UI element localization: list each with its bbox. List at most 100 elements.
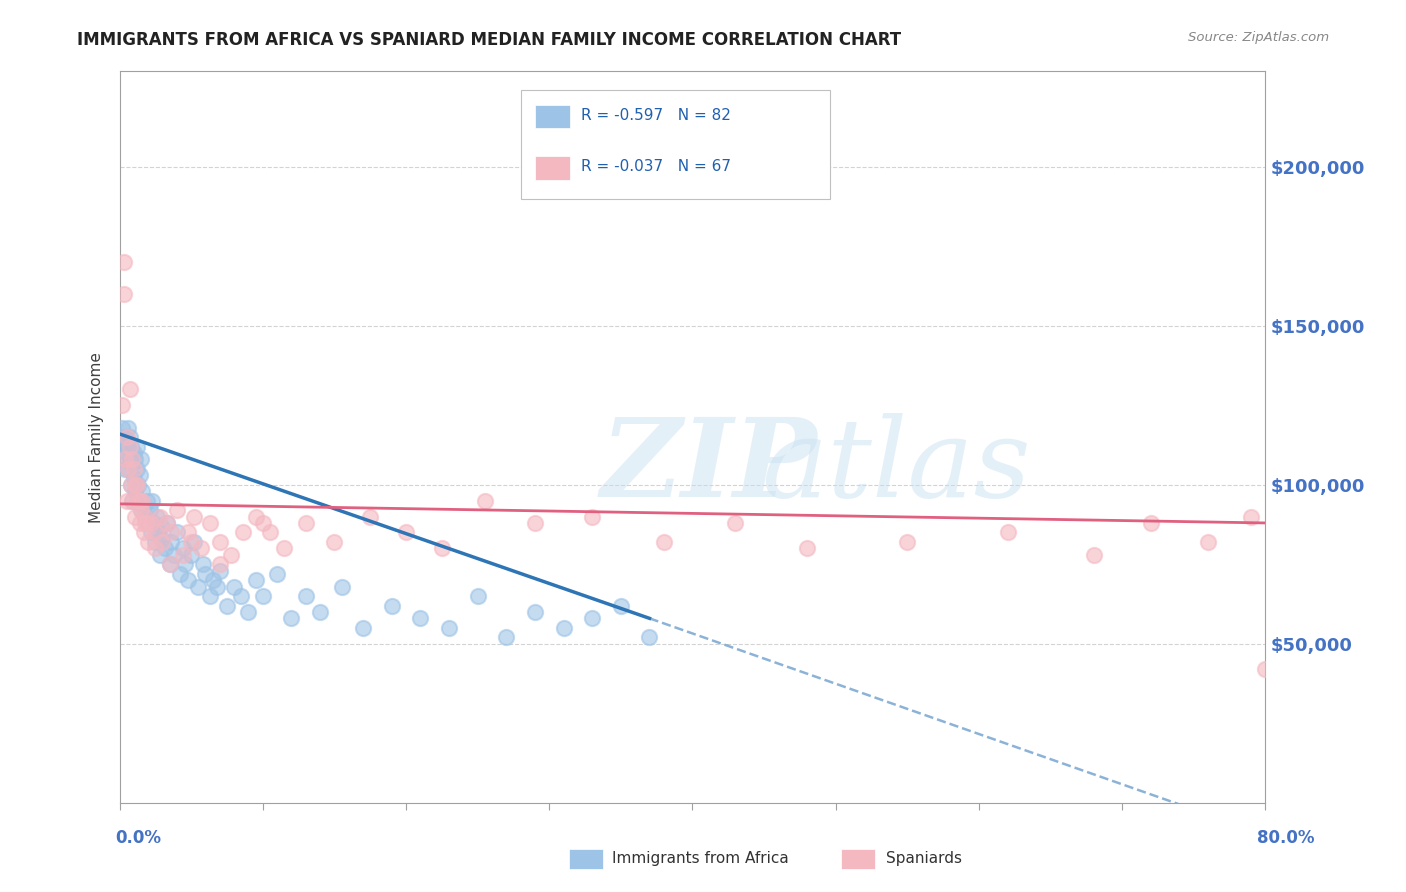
Point	[124, 477, 146, 491]
Point	[155, 541, 177, 556]
Point	[143, 525, 166, 540]
Point	[163, 548, 186, 562]
Point	[132, 525, 155, 540]
Point	[160, 535, 183, 549]
Point	[156, 516, 179, 530]
Point	[115, 493, 138, 508]
Point	[156, 516, 179, 530]
Point	[198, 516, 221, 530]
Point	[183, 509, 205, 524]
Point	[467, 589, 489, 603]
Point	[118, 452, 141, 467]
Point	[194, 566, 217, 581]
Point	[166, 525, 188, 540]
Point	[124, 509, 146, 524]
Point	[166, 503, 188, 517]
Point	[135, 493, 157, 508]
Text: 0.0%: 0.0%	[115, 829, 162, 847]
Point	[120, 440, 142, 454]
Point	[134, 516, 156, 530]
Point	[112, 287, 135, 301]
Point	[273, 541, 295, 556]
FancyBboxPatch shape	[536, 156, 569, 179]
Point	[553, 621, 575, 635]
Point	[180, 548, 202, 562]
Point	[118, 440, 141, 454]
Point	[150, 519, 173, 533]
Point	[280, 611, 302, 625]
Point	[652, 535, 675, 549]
Point	[395, 525, 418, 540]
Point	[149, 509, 172, 524]
Point	[118, 430, 141, 444]
Point	[523, 605, 546, 619]
Point	[143, 535, 166, 549]
Point	[266, 566, 288, 581]
Point	[114, 452, 136, 467]
Point	[183, 535, 205, 549]
Point	[142, 516, 165, 530]
Point	[215, 599, 238, 613]
Point	[129, 503, 152, 517]
Point	[1140, 516, 1163, 530]
Point	[115, 430, 138, 444]
Point	[177, 525, 200, 540]
Point	[172, 541, 194, 556]
Point	[187, 580, 209, 594]
Point	[180, 535, 202, 549]
Point	[124, 484, 146, 499]
Point	[474, 493, 496, 508]
Point	[997, 525, 1019, 540]
Point	[294, 516, 316, 530]
Point	[159, 558, 181, 572]
Point	[238, 605, 260, 619]
Point	[409, 611, 432, 625]
Point	[125, 477, 148, 491]
FancyBboxPatch shape	[536, 105, 569, 128]
Point	[231, 589, 253, 603]
Point	[148, 525, 170, 540]
Point	[191, 558, 214, 572]
Point	[149, 548, 172, 562]
Point	[127, 493, 149, 508]
Point	[125, 440, 148, 454]
Point	[174, 558, 197, 572]
Point	[115, 446, 138, 460]
Point	[114, 430, 136, 444]
Point	[581, 509, 603, 524]
Point	[125, 462, 148, 476]
Point	[117, 462, 139, 476]
Text: 80.0%: 80.0%	[1257, 829, 1315, 847]
Point	[136, 516, 159, 530]
Point	[143, 541, 166, 556]
Text: ZIP: ZIP	[600, 413, 817, 520]
Point	[724, 516, 747, 530]
Point	[131, 493, 153, 508]
Point	[201, 573, 224, 587]
Point	[208, 564, 231, 578]
Text: Immigrants from Africa: Immigrants from Africa	[612, 852, 789, 866]
Point	[523, 516, 546, 530]
Point	[323, 535, 346, 549]
Point	[132, 500, 155, 514]
Point	[610, 599, 633, 613]
Point	[111, 398, 134, 412]
Point	[208, 558, 231, 572]
Point	[117, 420, 139, 434]
Point	[169, 566, 191, 581]
Point	[121, 452, 143, 467]
Point	[1197, 535, 1219, 549]
FancyBboxPatch shape	[520, 90, 830, 200]
Point	[124, 452, 146, 467]
Point	[294, 589, 316, 603]
Point	[1254, 662, 1277, 676]
Point	[245, 573, 267, 587]
Point	[114, 462, 136, 476]
Point	[127, 493, 149, 508]
Point	[208, 535, 231, 549]
Point	[190, 541, 212, 556]
Point	[381, 599, 404, 613]
Text: atlas: atlas	[761, 413, 1031, 520]
Text: R = -0.597   N = 82: R = -0.597 N = 82	[581, 108, 731, 123]
Y-axis label: Median Family Income: Median Family Income	[89, 351, 104, 523]
